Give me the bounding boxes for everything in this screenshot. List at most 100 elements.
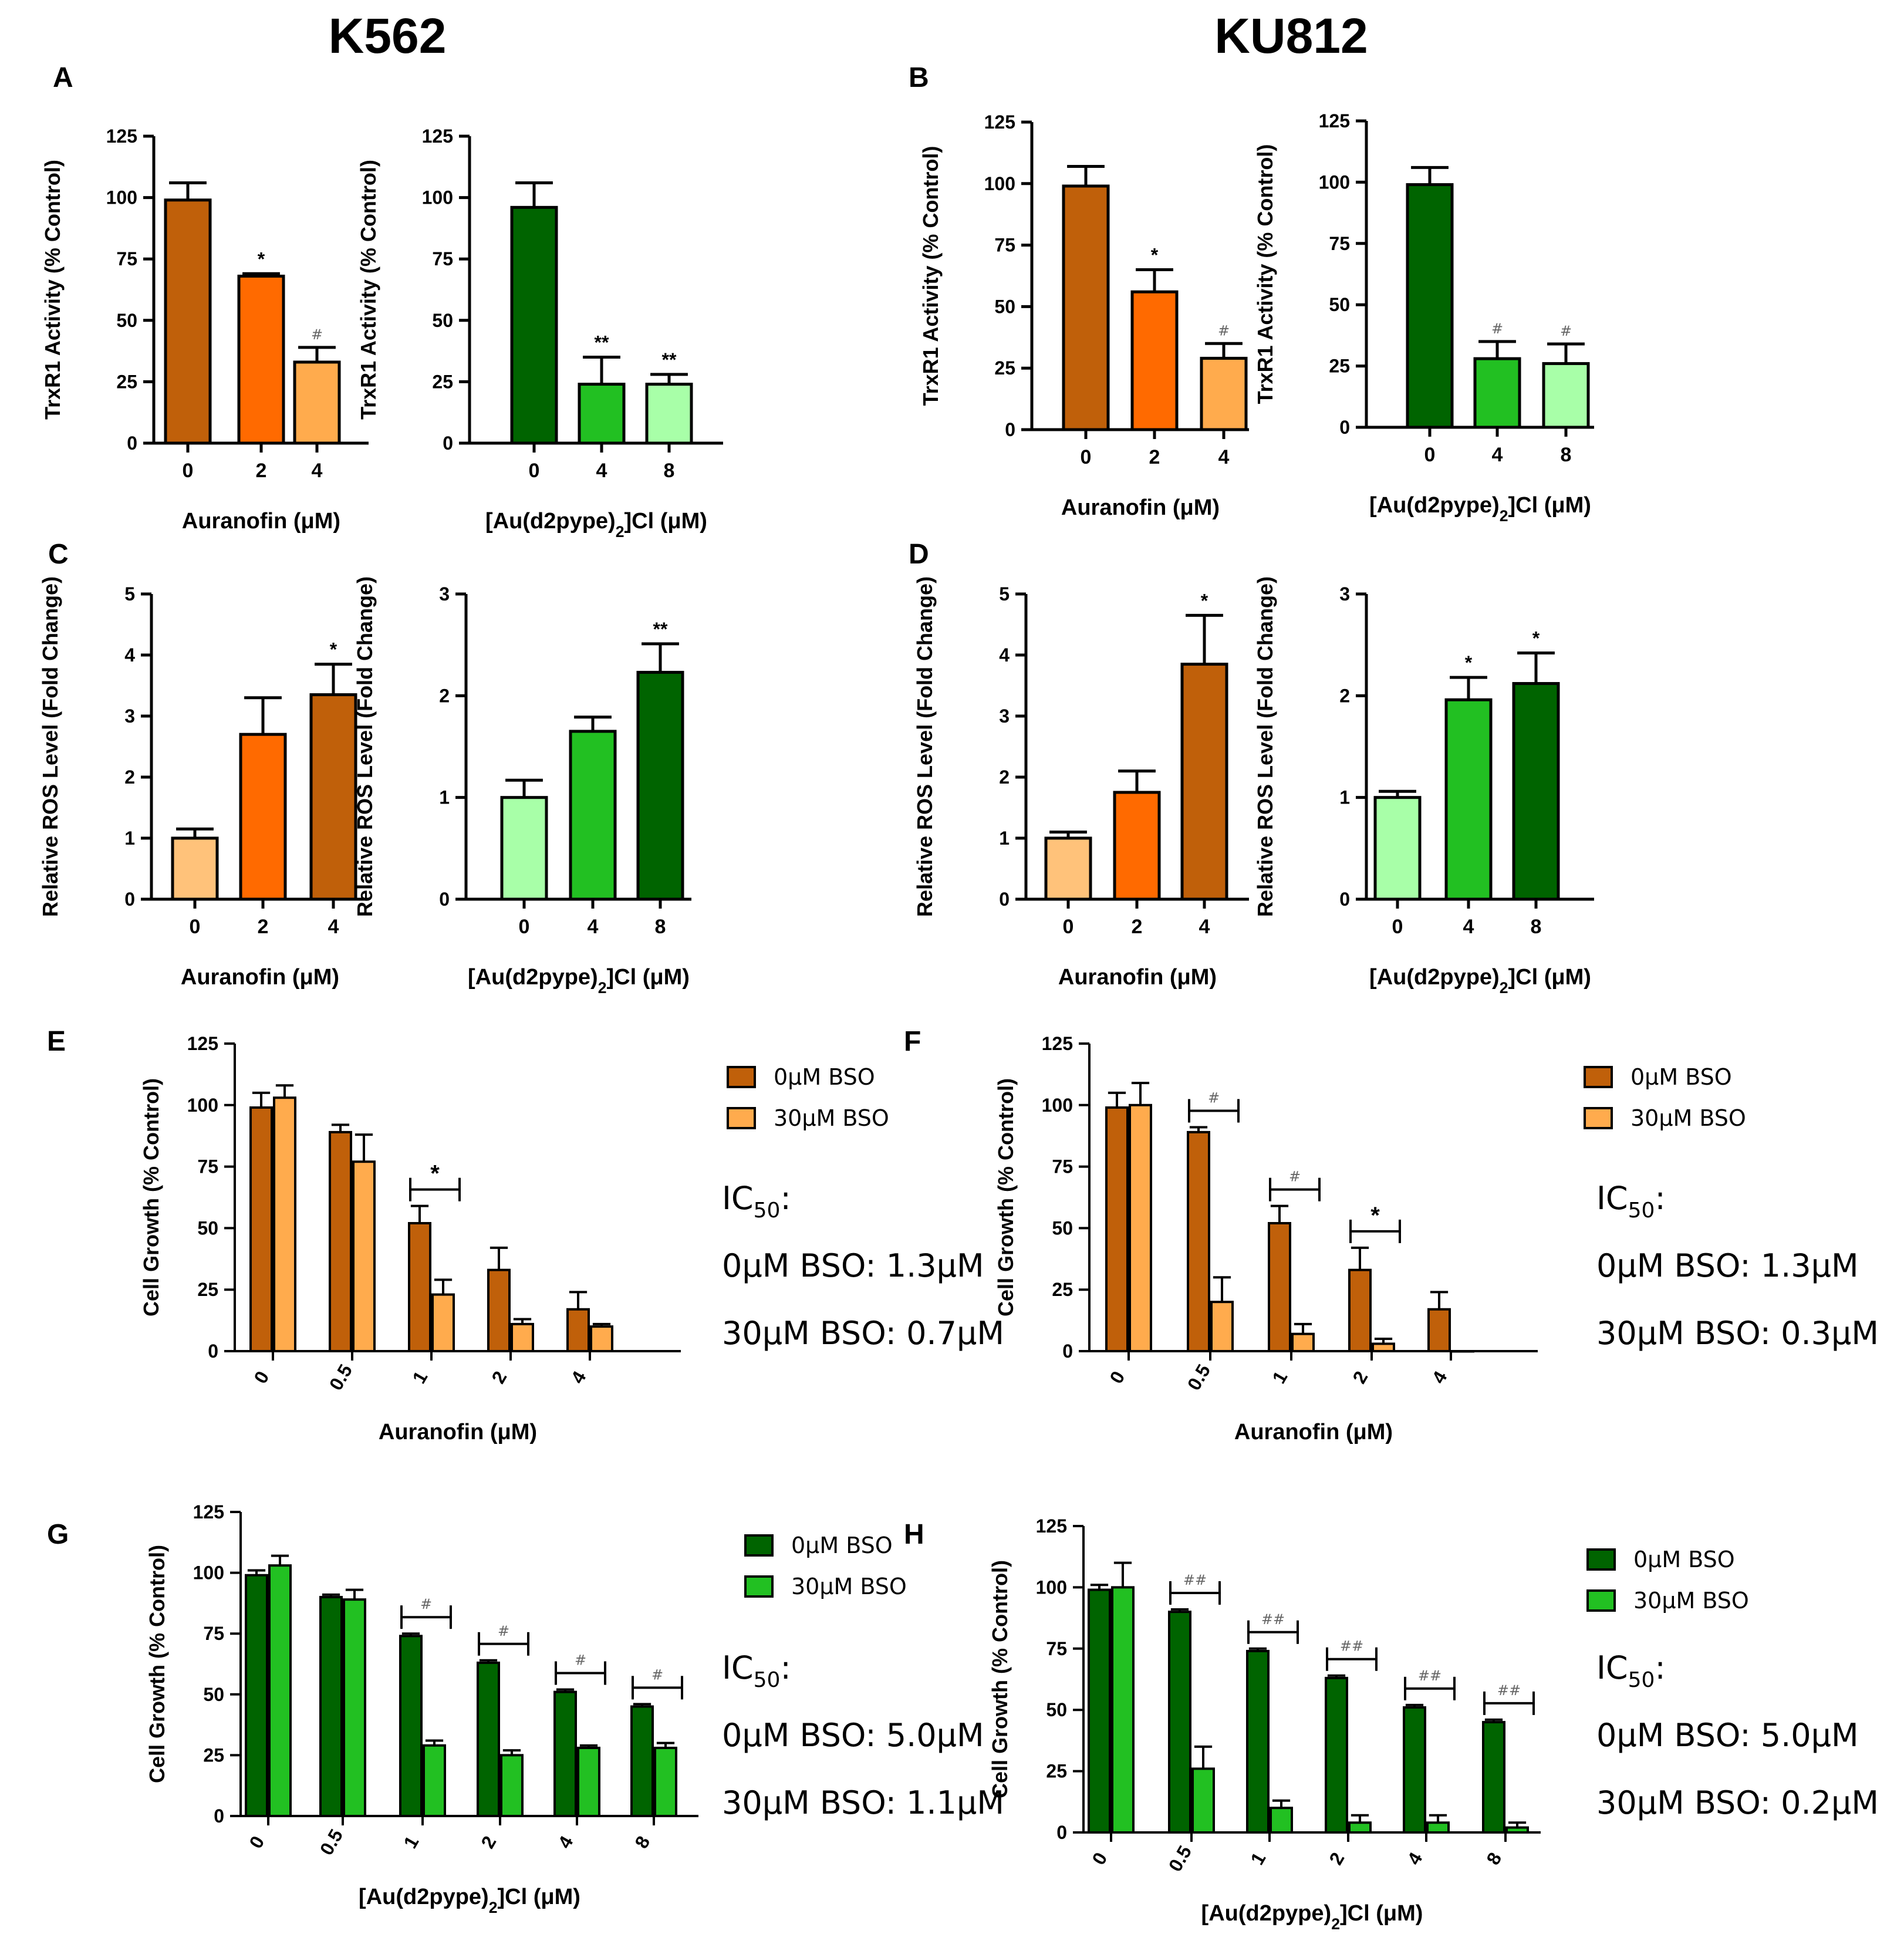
ic50-line-30bso: 30μM BSO: 0.3μM [1596, 1315, 1879, 1352]
panel-letter-d: D [909, 539, 929, 570]
x-tick-label: 4 [328, 916, 339, 938]
y-tick-label: 75 [203, 1623, 224, 1644]
y-tick-label: 25 [1329, 356, 1350, 377]
bar [171, 836, 219, 901]
y-tick-label: 125 [1042, 1033, 1073, 1054]
x-tick-label: 1 [408, 1368, 431, 1387]
ic50-title: IC50: [722, 1649, 791, 1692]
significance-label: * [330, 639, 337, 660]
ic50-colon: : [780, 1649, 791, 1686]
y-tick-label: 125 [193, 1501, 224, 1523]
y-tick-label: 0 [214, 1805, 224, 1827]
bracket-label: # [498, 1623, 509, 1639]
bar [239, 733, 287, 901]
bar [1512, 682, 1560, 901]
x-tick-label: 1 [1268, 1368, 1291, 1387]
y-tick-label: 125 [187, 1033, 218, 1054]
ic50-title: IC50: [722, 1180, 791, 1223]
legend-swatch [1586, 1589, 1616, 1612]
x-tick-label: 0.5 [1183, 1361, 1214, 1394]
panel-letter-g: G [47, 1519, 69, 1550]
y-tick-label: 25 [432, 371, 453, 392]
bar-bso30 [1426, 1821, 1450, 1834]
panel-letter-h: H [904, 1519, 924, 1550]
y-tick-label: 0 [124, 889, 135, 910]
legend-label: 30μM BSO [774, 1105, 889, 1131]
x-tick-label: 2 [256, 460, 267, 482]
y-axis-label: Cell Growth (% Control) [145, 1545, 169, 1783]
x-tick-label: 0.5 [1164, 1842, 1196, 1875]
y-tick-label: 100 [193, 1562, 224, 1584]
y-tick-label: 75 [1052, 1156, 1073, 1177]
x-tick-label: 4 [588, 916, 599, 938]
bar-bso30 [1270, 1807, 1293, 1834]
bar-bso0 [1482, 1721, 1505, 1834]
legend-label: 0μM BSO [1630, 1064, 1732, 1090]
ic50-colon: : [1655, 1649, 1665, 1686]
bar-bso30 [577, 1746, 600, 1818]
bar [309, 693, 357, 901]
y-tick-label: 5 [124, 583, 135, 605]
x-tick-label: 8 [664, 460, 675, 482]
legend-swatch [1586, 1548, 1616, 1571]
chart-B2: 0 25 50 75 100 125 TrxR1 Activity (% Control) [… [1253, 110, 1594, 525]
bar [578, 383, 626, 445]
y-tick-label: 25 [1046, 1761, 1067, 1782]
bar-bso30 [1348, 1821, 1372, 1834]
ic50-colon: : [780, 1180, 791, 1217]
y-tick-label: 25 [1052, 1279, 1073, 1300]
x-axis-label: Auranofin (μM) [181, 965, 339, 990]
x-axis-label: [Au(d2pype)2]Cl (μM) [1201, 1901, 1423, 1933]
y-axis-label: Relative ROS Level (Fold Change) [353, 576, 377, 917]
bar [1373, 796, 1422, 901]
bar [636, 670, 684, 901]
x-tick-label: 2 [1325, 1849, 1348, 1868]
bar [293, 360, 341, 445]
ic50-subscript: 50 [754, 1668, 781, 1692]
y-tick-label: 2 [124, 767, 135, 788]
bar-bso30 [1111, 1586, 1135, 1834]
x-tick-label: 0 [1105, 1368, 1129, 1387]
y-tick-label: 50 [1046, 1699, 1067, 1720]
x-axis-label: [Au(d2pype)2]Cl (μM) [1369, 965, 1591, 997]
header-ku812: KU812 [1214, 8, 1368, 63]
x-tick-label: 4 [553, 1832, 577, 1852]
significance-label: # [1491, 320, 1503, 337]
ic50-line-30bso: 30μM BSO: 0.2μM [1596, 1784, 1879, 1821]
y-tick-label: 0 [1339, 417, 1350, 438]
significance-label: * [1532, 628, 1540, 649]
bar [645, 383, 693, 445]
bar-bso0 [1168, 1611, 1191, 1834]
y-tick-label: 2 [999, 767, 1010, 788]
y-tick-label: 50 [432, 310, 453, 331]
y-tick-label: 25 [197, 1279, 218, 1300]
y-tick-label: 75 [994, 235, 1015, 256]
y-tick-label: 1 [999, 828, 1010, 849]
chart-A2: 0 25 50 75 100 125 TrxR1 Activity (% Control) [… [356, 126, 723, 541]
y-tick-label: 75 [1329, 233, 1350, 254]
y-tick-label: 1 [124, 828, 135, 849]
legend-label: 0μM BSO [1633, 1547, 1735, 1572]
significance-label: * [258, 248, 265, 269]
x-tick-label: 0 [1088, 1849, 1111, 1868]
bar-bso0 [1187, 1130, 1210, 1352]
significance-label: ** [653, 619, 668, 640]
legend-label: 30μM BSO [1630, 1105, 1746, 1131]
bracket-label: ## [1340, 1638, 1363, 1655]
y-axis-label: Relative ROS Level (Fold Change) [1253, 576, 1277, 917]
y-tick-label: 4 [124, 644, 135, 666]
legend-swatch [744, 1575, 774, 1598]
bar [510, 205, 558, 445]
chart-C2: 0 1 2 3 Relative ROS Level (Fold Change) [Au(… [353, 576, 691, 997]
x-tick-label: 4 [1199, 916, 1210, 938]
bar [1406, 183, 1454, 429]
legend-swatch [1584, 1107, 1613, 1129]
legend-label: 0μM BSO [774, 1064, 875, 1090]
x-axis-label: Auranofin (μM) [1058, 965, 1217, 990]
y-tick-label: 125 [1319, 110, 1350, 131]
bar-bso0 [1105, 1106, 1129, 1352]
y-tick-label: 100 [106, 187, 137, 208]
bar-bso30 [1505, 1826, 1529, 1834]
x-tick-label: 0 [519, 916, 530, 938]
